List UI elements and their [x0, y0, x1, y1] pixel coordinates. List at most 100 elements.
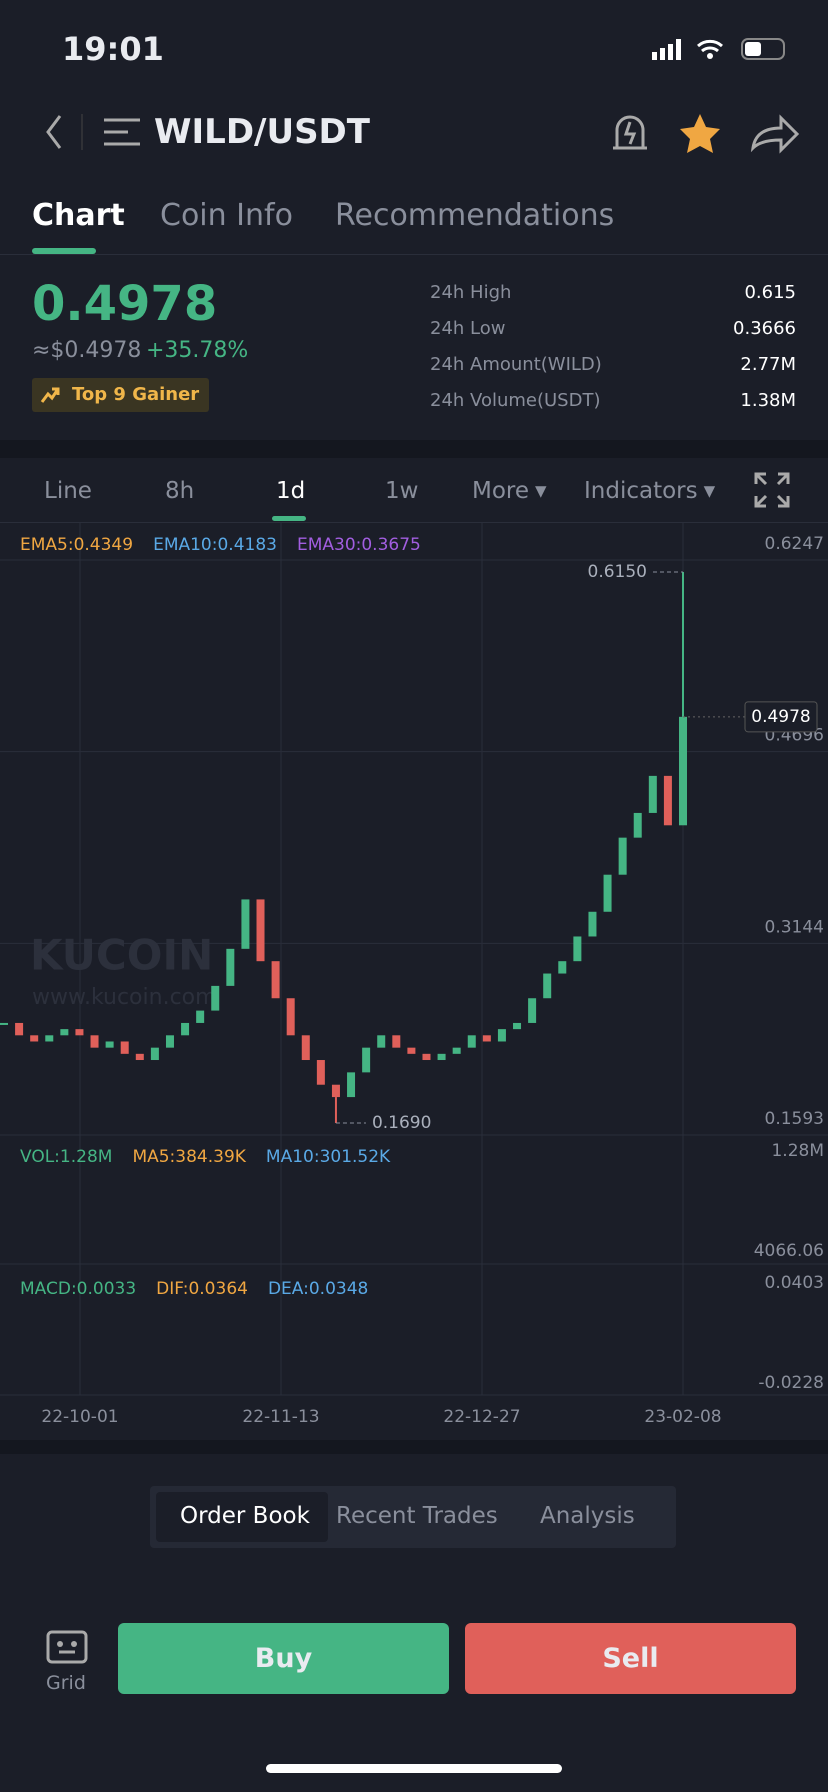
candle: [528, 998, 537, 1023]
candle: [573, 936, 582, 962]
x-tick-label: 22-12-27: [443, 1407, 520, 1427]
candle: [271, 961, 280, 999]
candle: [513, 1022, 522, 1030]
separator: [0, 440, 828, 458]
divider: [0, 254, 828, 255]
candle: [633, 812, 642, 838]
change: +35.78%: [146, 338, 249, 363]
sell-button[interactable]: Sell: [465, 1623, 796, 1694]
candle: [256, 899, 265, 962]
status-icons: [652, 38, 785, 60]
candle: [603, 874, 612, 912]
interval[interactable]: Line: [44, 478, 92, 504]
stat-value: 1.38M: [740, 390, 796, 411]
stat-value: 2.77M: [740, 354, 796, 375]
candle: [30, 1035, 39, 1042]
stat-value: 0.3666: [733, 318, 796, 339]
low-label: 0.1690: [372, 1113, 431, 1133]
order-tab[interactable]: Order Book: [180, 1503, 310, 1529]
last-price-box: [744, 701, 818, 733]
macd-tick-label: -0.0228: [758, 1373, 824, 1393]
interval[interactable]: 8h: [165, 478, 195, 504]
stat-label: 24h Volume(USDT): [430, 390, 601, 411]
last-price: 0.4978: [32, 276, 218, 332]
y-tick-label: 0.6247: [765, 534, 824, 554]
stat-label: 24h Low: [430, 318, 506, 339]
high-label: 0.6150: [588, 562, 647, 582]
order-tab[interactable]: Recent Trades: [336, 1503, 498, 1529]
y-tick-label: 0.1593: [765, 1109, 824, 1129]
header-actions[interactable]: [605, 108, 805, 154]
interval[interactable]: 1w: [385, 478, 419, 504]
candle: [120, 1041, 129, 1054]
candle: [679, 716, 687, 826]
pair-title: WILD/USDT: [154, 112, 370, 152]
candle: [135, 1053, 144, 1061]
badge-text: Top 9 Gainer: [72, 384, 200, 405]
fiat-price: ≈$0.4978: [32, 338, 142, 363]
grid-icon[interactable]: [44, 1628, 90, 1668]
candle: [90, 1035, 99, 1048]
tab[interactable]: Recommendations: [335, 198, 615, 233]
vol-tick-label: 1.28M: [771, 1141, 824, 1161]
candle: [286, 998, 295, 1036]
x-tick-label: 22-11-13: [242, 1407, 319, 1427]
candle: [392, 1035, 401, 1048]
separator: [0, 1440, 828, 1454]
watermark: KUCOIN: [30, 931, 213, 980]
order-tab[interactable]: Analysis: [540, 1503, 635, 1529]
candle: [618, 837, 627, 875]
indicator-label: EMA10:0.4183: [153, 535, 277, 555]
candle: [105, 1041, 114, 1048]
candle: [407, 1047, 416, 1054]
candle: [331, 1084, 340, 1098]
interval[interactable]: More ▾: [472, 478, 547, 504]
macd-tick-label: 0.0403: [765, 1273, 824, 1293]
candle: [452, 1047, 461, 1054]
candle: [347, 1072, 356, 1098]
caret: ▾: [703, 478, 716, 504]
candle: [60, 1029, 69, 1036]
stat-label: 24h High: [430, 282, 512, 303]
candle: [165, 1035, 174, 1048]
candle: [437, 1053, 446, 1061]
interval[interactable]: Indicators ▾: [584, 478, 716, 504]
x-tick-label: 22-10-01: [41, 1407, 118, 1427]
indicator-label: EMA5:0.4349: [20, 535, 133, 555]
candle: [663, 775, 672, 826]
candle: [196, 1010, 205, 1023]
candle: [316, 1060, 325, 1085]
x-tick-label: 23-02-08: [644, 1407, 721, 1427]
stat-value: 0.615: [744, 282, 796, 303]
indicator-label: DIF:0.0364: [156, 1279, 248, 1299]
candle: [467, 1035, 476, 1048]
interval[interactable]: 1d: [276, 478, 306, 504]
tab[interactable]: Coin Info: [160, 198, 293, 233]
badge[interactable]: Top 9 Gainer: [32, 378, 210, 412]
tab[interactable]: Chart: [32, 198, 125, 233]
stat-label: 24h Amount(WILD): [430, 354, 602, 375]
candle: [422, 1053, 431, 1061]
last-price-tag: 0.4978: [751, 707, 810, 727]
candle: [0, 1022, 8, 1025]
fullscreen-icon[interactable]: [754, 472, 790, 508]
watermark-url: www.kucoin.com: [32, 985, 217, 1010]
candle: [211, 985, 220, 1011]
candle: [482, 1035, 491, 1042]
candle: [15, 1022, 24, 1036]
caret: ▾: [535, 478, 547, 504]
candle: [588, 911, 597, 937]
buy-button[interactable]: Buy: [118, 1623, 449, 1694]
candle: [648, 775, 657, 813]
candle: [558, 961, 567, 974]
indicator-label: DEA:0.0348: [268, 1279, 368, 1299]
home-indicator: [266, 1764, 562, 1773]
indicator-label: VOL:1.28M: [20, 1147, 112, 1167]
indicator-label: MA5:384.39K: [132, 1147, 246, 1167]
candle: [45, 1035, 54, 1042]
indicator-label: MA10:301.52K: [266, 1147, 391, 1167]
nav-icons[interactable]: [40, 110, 150, 154]
order-tab-active: [156, 1492, 328, 1542]
indicator-label: EMA30:0.3675: [297, 535, 421, 555]
